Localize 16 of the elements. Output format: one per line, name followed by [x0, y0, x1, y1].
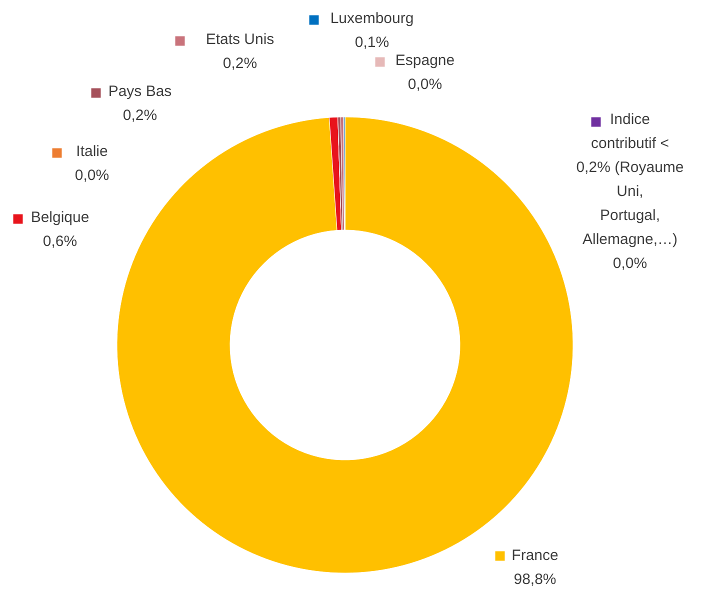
text: 0,0% [74, 167, 110, 184]
legend-label: Luxembourg [330, 10, 414, 27]
legend-label: Italie [76, 143, 108, 160]
data-label: 0,2% [222, 55, 258, 72]
legend-label: Etats Unis [206, 31, 274, 48]
data-label: 0,6% [42, 233, 78, 250]
data-label: 0,2% [122, 107, 158, 124]
legend-label: Pays Bas [108, 83, 172, 100]
legend-label: Belgique [30, 209, 90, 226]
data-label: 98,8% [514, 571, 556, 588]
legend-label: Espagne [395, 52, 455, 69]
text: 0,0% [612, 255, 648, 272]
legend-label: Indice contributif < 0,2% (Royaume Uni, Portugal, Allemagne,…) [576, 111, 684, 248]
text: 0,0% [408, 76, 442, 93]
legend-label: France [512, 547, 558, 564]
data-label: 0,1% [354, 34, 390, 51]
